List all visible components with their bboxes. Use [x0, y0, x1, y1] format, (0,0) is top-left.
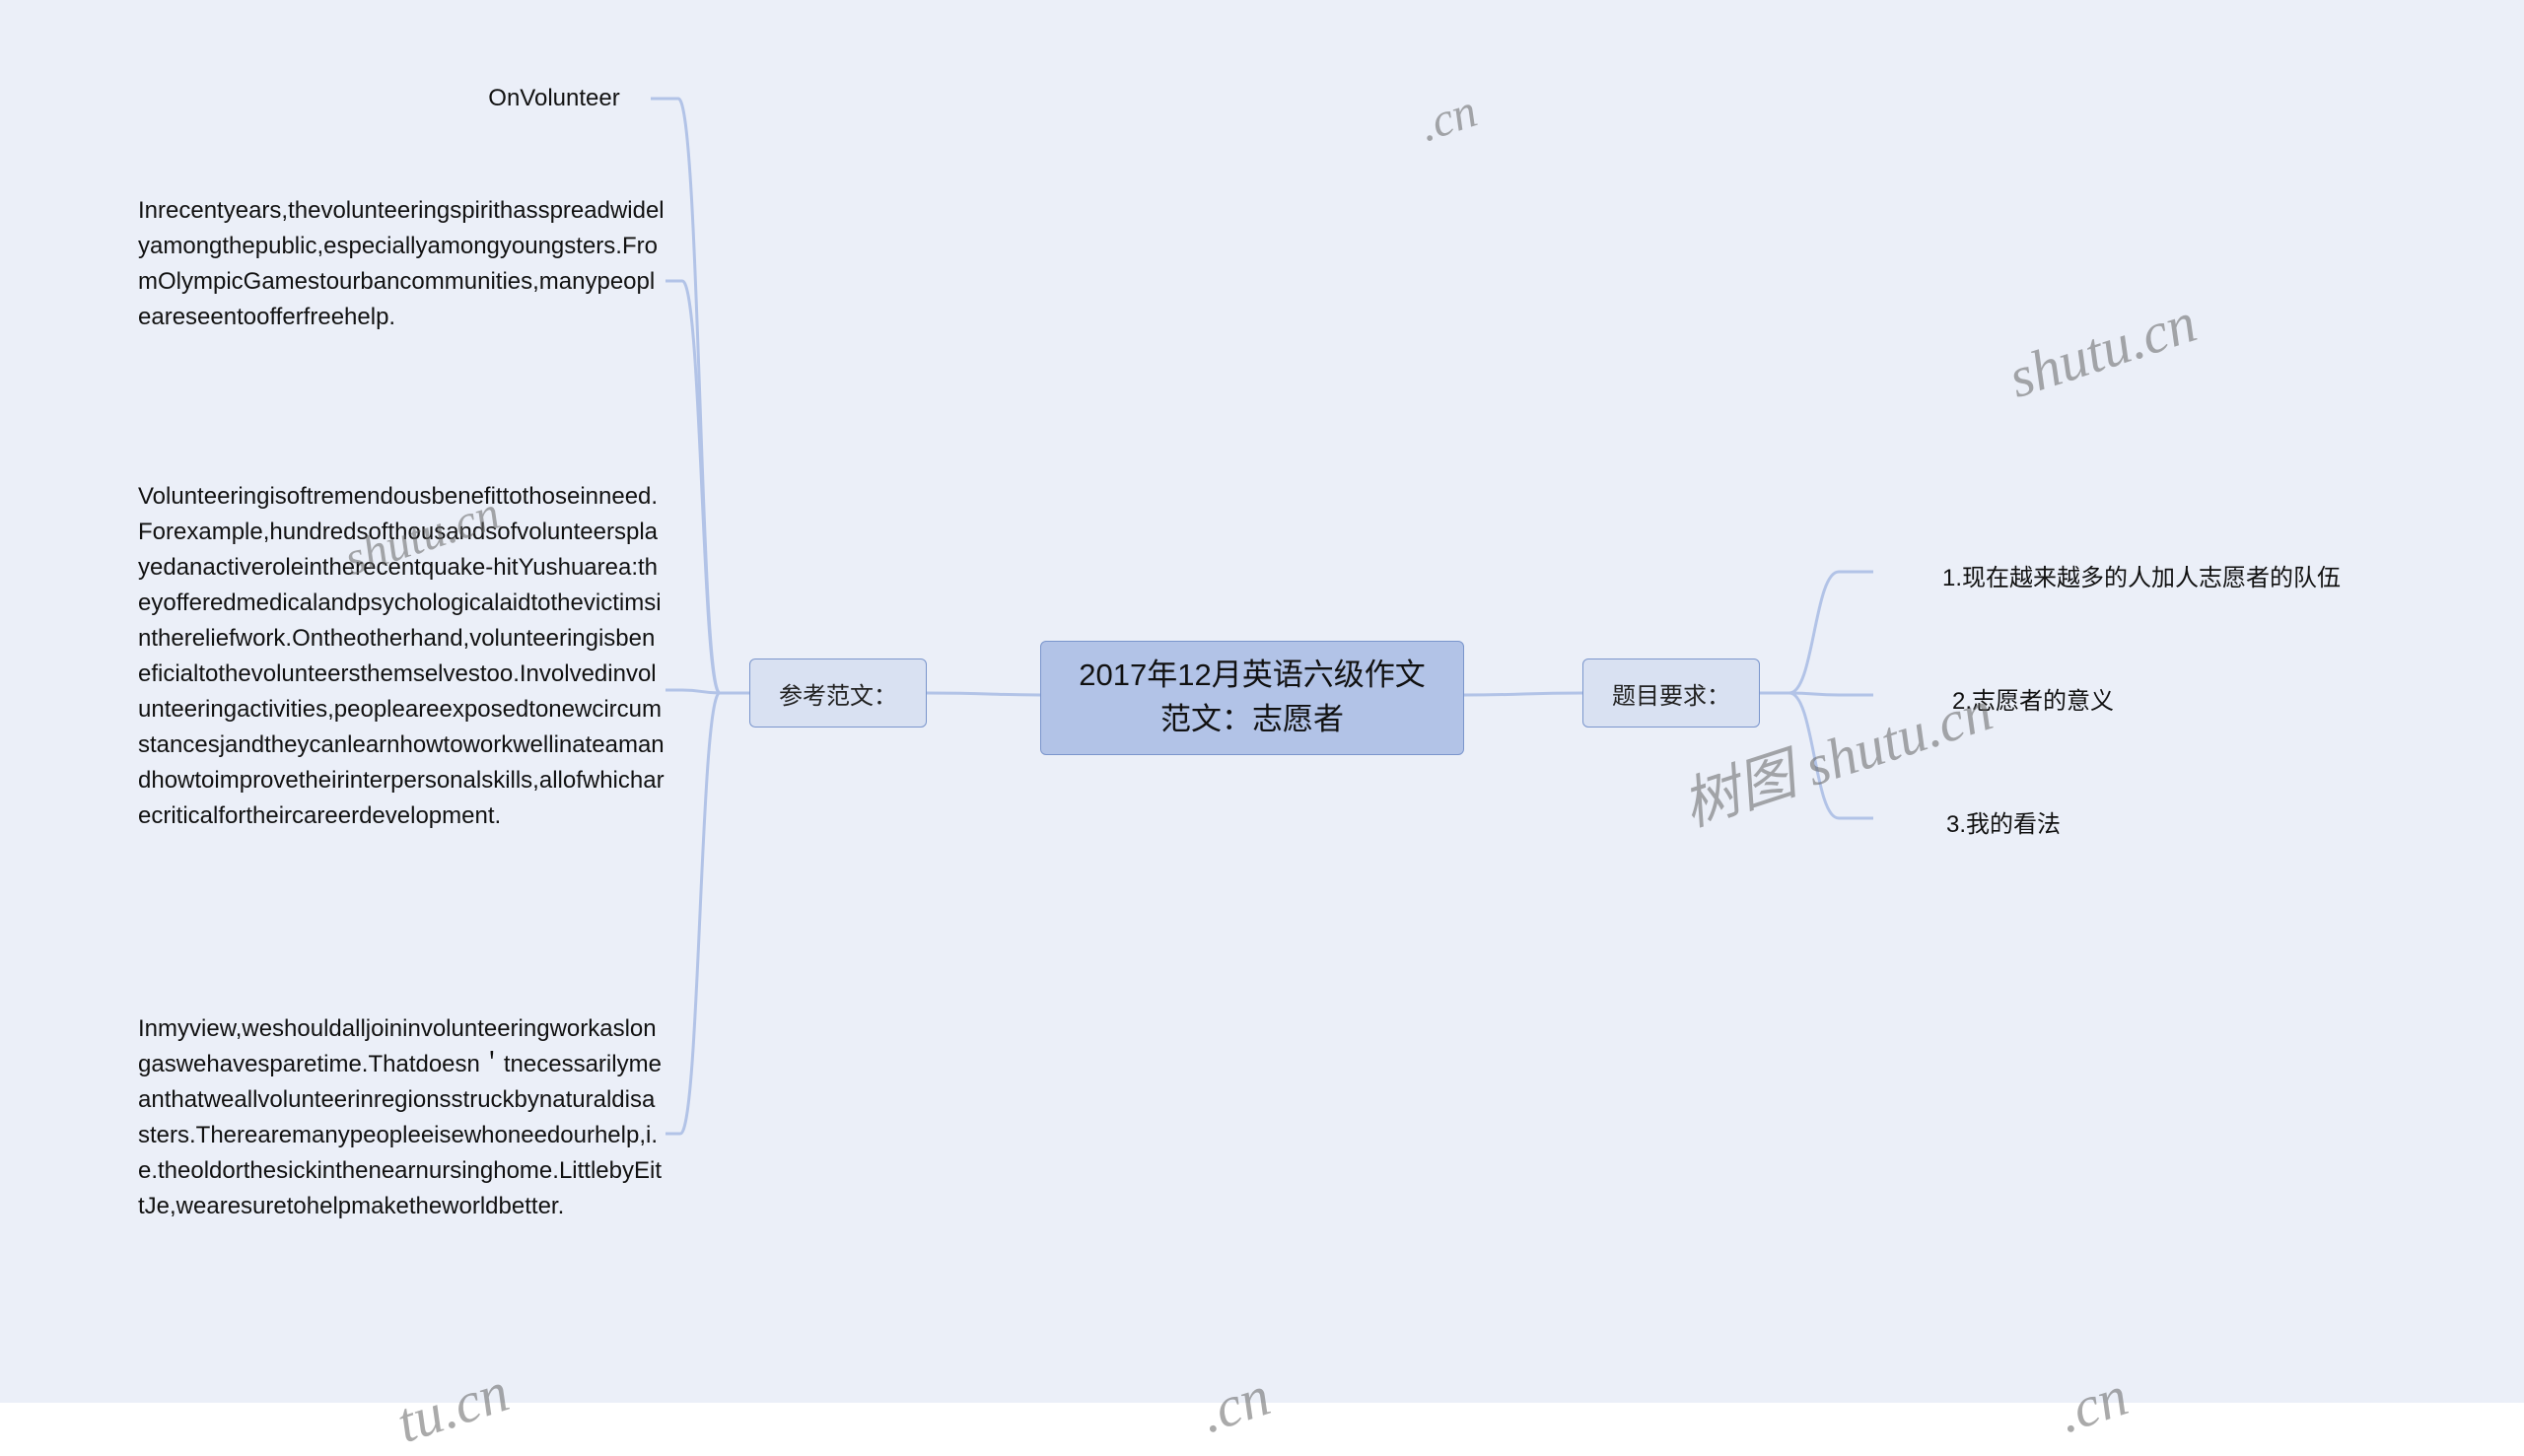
leaf-l1-text: OnVolunteer	[488, 85, 619, 112]
root-node[interactable]: 2017年12月英语六级作文范文：志愿者	[1040, 641, 1464, 755]
branch-requirements-label: 题目要求：	[1612, 676, 1730, 711]
branch-reference[interactable]: 参考范文：	[749, 659, 927, 728]
watermark: tu.cn	[388, 1358, 516, 1456]
edge-left-l4	[666, 693, 720, 1134]
leaf-l3-text: Volunteeringisoftremendousbenefittothose…	[138, 479, 666, 834]
leaf-l4[interactable]: Inmyview,weshouldalljoininvolunteeringwo…	[138, 1005, 666, 1262]
watermark: .cn	[1413, 84, 1484, 153]
leaf-r3[interactable]: 3.我的看法	[1885, 798, 2122, 845]
watermark: .cn	[1192, 1362, 1278, 1446]
leaf-r1-text: 1.现在越来越多的人加人志愿者的队伍	[1942, 558, 2341, 592]
edge-right-r1	[1789, 572, 1873, 693]
root-label: 2017年12月英语六级作文范文：志愿者	[1079, 654, 1425, 742]
edge-right-r3	[1789, 693, 1873, 818]
leaf-r2[interactable]: 2.志愿者的意义	[1885, 675, 2181, 722]
mindmap-canvas: 2017年12月英语六级作文范文：志愿者 参考范文： OnVolunteer I…	[0, 0, 2524, 1403]
edge-left-l3	[666, 690, 720, 693]
branch-reference-label: 参考范文：	[779, 676, 897, 711]
watermark: .cn	[2050, 1362, 2136, 1446]
leaf-l2[interactable]: Inrecentyears,thevolunteeringspirithassp…	[138, 187, 666, 375]
leaf-r2-text: 2.志愿者的意义	[1952, 681, 2114, 716]
edge-root-right	[1464, 693, 1582, 695]
edge-left-l2	[666, 281, 720, 693]
leaf-r1[interactable]: 1.现在越来越多的人加人志愿者的队伍	[1885, 552, 2398, 598]
leaf-l3[interactable]: Volunteeringisoftremendousbenefittothose…	[138, 473, 666, 907]
leaf-l4-text: Inmyview,weshouldalljoininvolunteeringwo…	[138, 1011, 666, 1224]
branch-requirements[interactable]: 题目要求：	[1582, 659, 1760, 728]
edge-root-left	[927, 693, 1040, 695]
edge-right-r2	[1789, 693, 1873, 695]
leaf-r3-text: 3.我的看法	[1946, 804, 2061, 839]
leaf-l1[interactable]: OnVolunteer	[456, 79, 653, 118]
watermark: shutu.cn	[2000, 289, 2204, 411]
leaf-l2-text: Inrecentyears,thevolunteeringspirithassp…	[138, 193, 666, 335]
